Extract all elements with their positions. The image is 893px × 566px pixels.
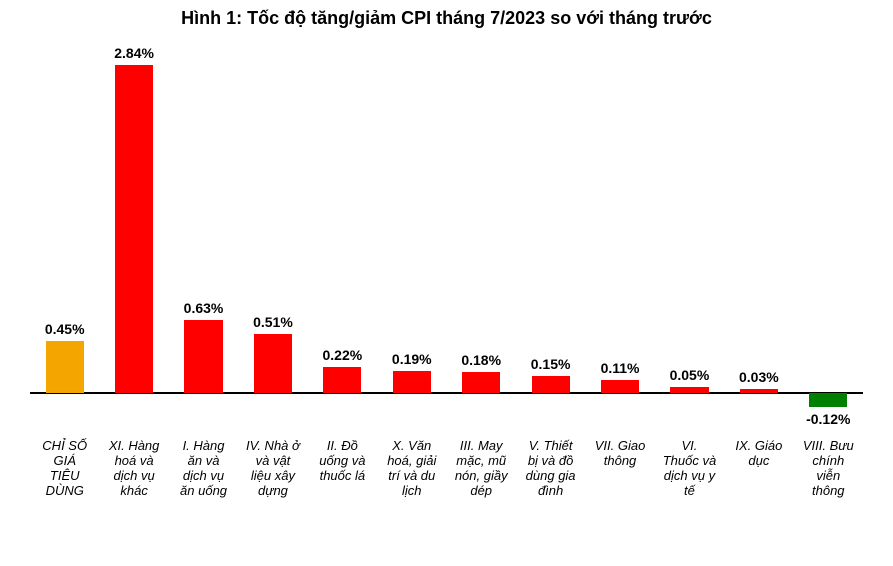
x-axis-label: XI. Hànghoá vàdịch vụkhác bbox=[99, 439, 168, 499]
bar bbox=[254, 334, 292, 393]
x-axis-label: I. Hàngăn vàdịch vụăn uống bbox=[169, 439, 238, 499]
bar-value-label: 2.84% bbox=[99, 45, 168, 61]
bar-value-label: 0.63% bbox=[169, 300, 238, 316]
bar bbox=[184, 320, 222, 393]
bar bbox=[323, 367, 361, 392]
bar-value-label: 0.18% bbox=[447, 352, 516, 368]
x-axis-label: IX. Giáodục bbox=[724, 439, 793, 469]
bar-value-label: 0.19% bbox=[377, 351, 446, 367]
bar-value-label: 0.22% bbox=[308, 347, 377, 363]
bar bbox=[46, 341, 84, 393]
x-axis-label: IV. Nhà ởvà vậtliệu xâydựng bbox=[238, 439, 307, 499]
bar-value-label: 0.45% bbox=[30, 321, 99, 337]
bar bbox=[670, 387, 708, 393]
bar-value-label: -0.12% bbox=[794, 411, 863, 427]
bar bbox=[532, 376, 570, 393]
bar-value-label: 0.51% bbox=[238, 314, 307, 330]
x-axis-label: V. Thiếtbị và đồdùng giađình bbox=[516, 439, 585, 499]
baseline bbox=[30, 392, 863, 394]
chart-title: Hình 1: Tốc độ tăng/giảm CPI tháng 7/202… bbox=[0, 8, 893, 29]
bar-value-label: 0.11% bbox=[585, 360, 654, 376]
chart-container: Hình 1: Tốc độ tăng/giảm CPI tháng 7/202… bbox=[0, 0, 893, 566]
x-axis-label: III. Maymặc, mũnón, giầydép bbox=[447, 439, 516, 499]
bar-value-label: 0.05% bbox=[655, 367, 724, 383]
bar-value-label: 0.03% bbox=[724, 369, 793, 385]
x-axis-label: CHỈ SỐGIÁTIÊUDÙNG bbox=[30, 439, 99, 499]
x-axis-label: VIII. Bưuchínhviễnthông bbox=[794, 439, 863, 499]
plot-area: 0.45% 2.84% 0.63%0.51% 0.22%0.19%0.18%0.15%… bbox=[30, 46, 863, 416]
x-axis-label: VII. Giaothông bbox=[585, 439, 654, 469]
bar bbox=[393, 371, 431, 393]
x-axis-label: II. Đồuống vàthuốc lá bbox=[308, 439, 377, 484]
bar bbox=[740, 389, 778, 392]
bar bbox=[462, 372, 500, 393]
bar-value-label: 0.15% bbox=[516, 356, 585, 372]
bar bbox=[601, 380, 639, 393]
bar bbox=[115, 65, 153, 393]
x-axis-label: X. Vănhoá, giảitrí và dulịch bbox=[377, 439, 446, 499]
bar bbox=[809, 393, 847, 407]
x-axis-label: VI.Thuốc vàdịch vụ ytế bbox=[655, 439, 724, 499]
